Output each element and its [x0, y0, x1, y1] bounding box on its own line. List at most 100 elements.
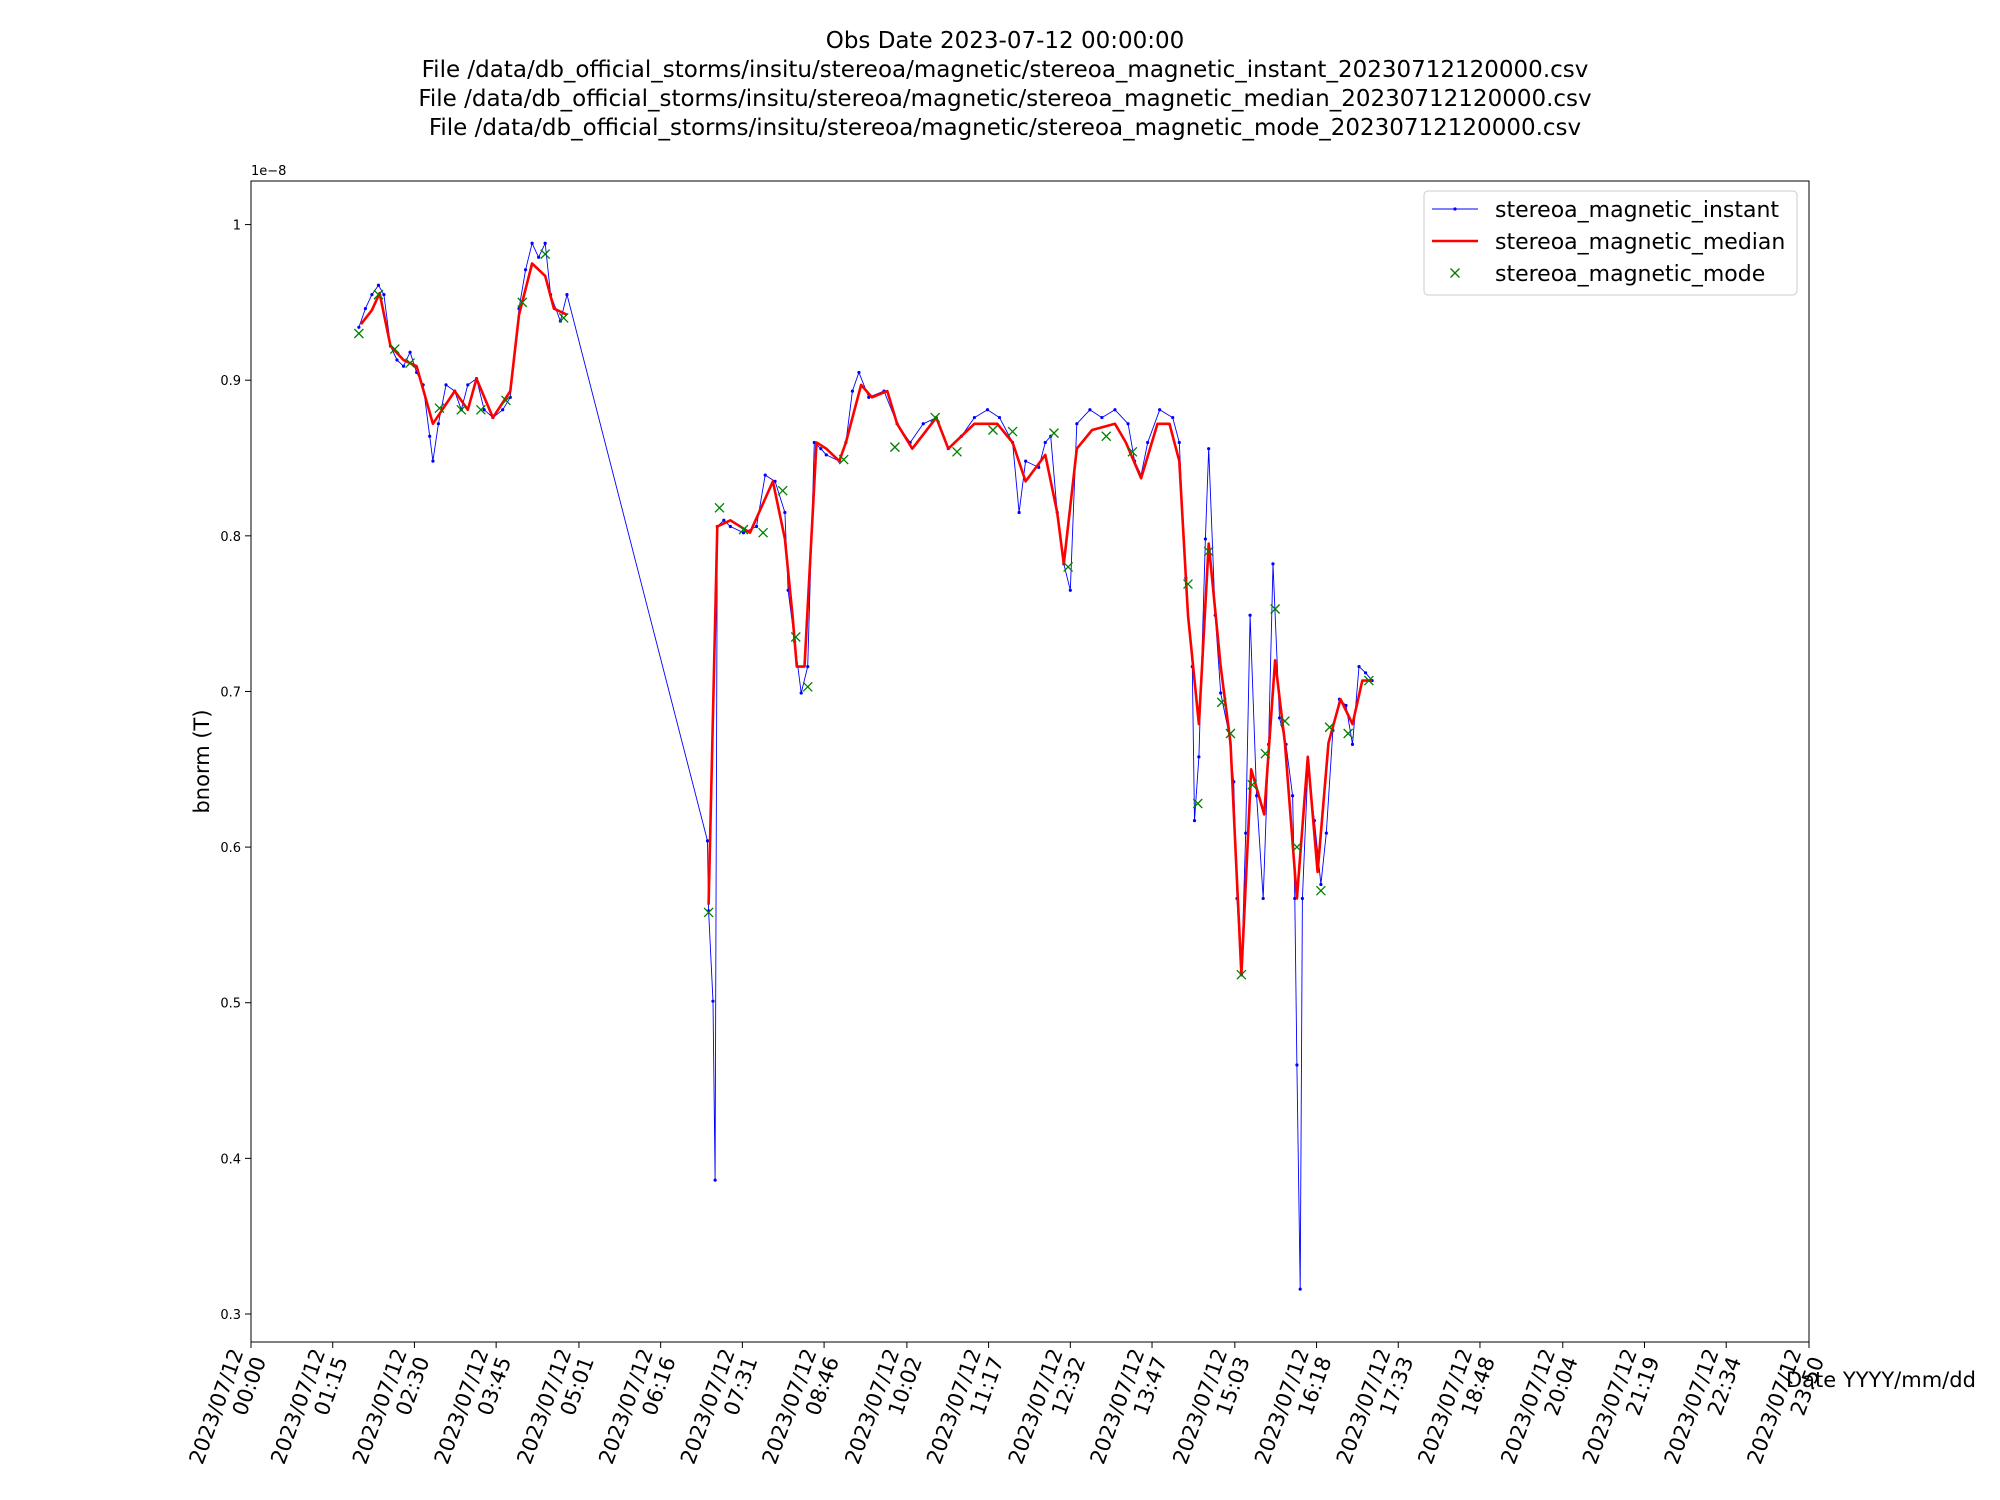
data-point — [722, 518, 726, 522]
y-tick-label: 0.8 — [220, 530, 241, 545]
y-tick-label: 0.9 — [220, 374, 241, 389]
data-point — [857, 370, 861, 375]
data-point — [1248, 613, 1252, 617]
data-point — [711, 999, 715, 1003]
data-point — [370, 293, 374, 297]
mode-marker — [1279, 716, 1290, 726]
y-tick-label: 1 — [233, 219, 241, 234]
legend-label: stereoa_magnetic_median — [1495, 230, 1785, 255]
data-point — [537, 255, 541, 259]
mode-marker — [1270, 604, 1281, 614]
mode-marker — [758, 527, 769, 538]
chart-title: File /data/db_official_storms/insitu/ste… — [422, 57, 1589, 83]
data-point — [1113, 408, 1117, 412]
chart-title: File /data/db_official_storms/insitu/ste… — [429, 115, 1581, 141]
data-point — [867, 395, 871, 399]
y-axis-label: bnorm (T) — [190, 709, 214, 813]
mode-marker — [838, 454, 849, 465]
mode-marker — [1291, 842, 1302, 853]
series-line — [359, 262, 1373, 976]
data-point — [1126, 422, 1130, 426]
data-point — [1088, 408, 1092, 412]
mode-marker — [389, 344, 400, 355]
data-point — [363, 307, 367, 311]
data-point — [408, 350, 412, 354]
data-point — [1324, 831, 1328, 835]
data-point — [530, 241, 534, 245]
data-point — [357, 325, 361, 329]
mode-marker — [405, 358, 416, 369]
data-point — [997, 415, 1002, 420]
mode-marker — [1247, 779, 1258, 790]
mode-marker — [1049, 428, 1059, 439]
data-point — [1146, 440, 1150, 445]
data-point — [741, 531, 746, 535]
data-point — [565, 293, 569, 297]
data-point — [428, 434, 432, 438]
mode-marker — [1225, 728, 1236, 739]
legend-box — [1423, 190, 1798, 296]
mode-marker — [1192, 798, 1203, 809]
data-point — [543, 241, 547, 245]
mode-marker — [540, 249, 551, 260]
mode-marker — [930, 412, 941, 423]
data-point — [395, 358, 399, 362]
data-point — [523, 268, 528, 272]
mode-marker — [703, 907, 714, 918]
mode-marker — [777, 485, 788, 496]
mode-marker — [1216, 697, 1227, 708]
data-point — [1207, 447, 1211, 451]
data-point — [1177, 440, 1181, 445]
data-point — [1295, 1063, 1299, 1067]
data-point — [1158, 408, 1162, 412]
data-point — [812, 440, 816, 445]
mode-marker — [1183, 579, 1193, 590]
data-point — [401, 364, 406, 368]
data-point — [728, 524, 732, 529]
data-point — [763, 473, 767, 477]
legend-label: stereoa_magnetic_mode — [1495, 262, 1765, 287]
data-point — [501, 408, 505, 412]
y-tick-label: 0.5 — [220, 997, 241, 1012]
data-point — [1261, 896, 1265, 901]
data-point — [1075, 422, 1079, 426]
mode-marker — [1203, 546, 1214, 557]
mode-marker — [558, 312, 569, 323]
mode-marker — [1324, 722, 1335, 733]
data-point — [799, 691, 803, 695]
data-point — [921, 422, 925, 426]
mode-marker — [475, 404, 486, 415]
data-point — [1271, 562, 1275, 566]
plot-area — [353, 241, 1374, 1291]
data-point — [713, 1178, 717, 1182]
data-point — [1017, 510, 1021, 515]
data-point — [444, 383, 448, 387]
data-point — [1024, 459, 1028, 463]
data-point — [850, 389, 855, 393]
mode-marker — [889, 442, 900, 453]
data-point — [1100, 415, 1104, 420]
data-point — [1319, 882, 1323, 887]
mode-marker — [714, 502, 725, 513]
chart-title: Obs Date 2023-07-12 00:00:00 — [826, 28, 1185, 54]
data-point — [1363, 671, 1368, 675]
mode-marker — [353, 328, 364, 339]
mode-marker — [952, 446, 962, 457]
data-point — [819, 447, 823, 451]
data-point — [783, 510, 787, 515]
mode-marker — [1063, 562, 1074, 572]
mode-marker — [456, 404, 467, 415]
data-point — [1244, 831, 1248, 835]
mode-marker — [500, 395, 511, 406]
mode-marker — [1363, 675, 1374, 686]
data-point — [1300, 896, 1304, 901]
legend-swatch-marker — [1450, 268, 1460, 278]
y-offset-label: 1e−8 — [251, 164, 286, 179]
chart-title: File /data/db_official_storms/insitu/ste… — [418, 86, 1591, 112]
data-point — [482, 408, 486, 412]
y-tick-label: 0.6 — [220, 841, 241, 856]
data-point — [431, 459, 435, 463]
y-tick-label: 0.4 — [220, 1152, 241, 1167]
